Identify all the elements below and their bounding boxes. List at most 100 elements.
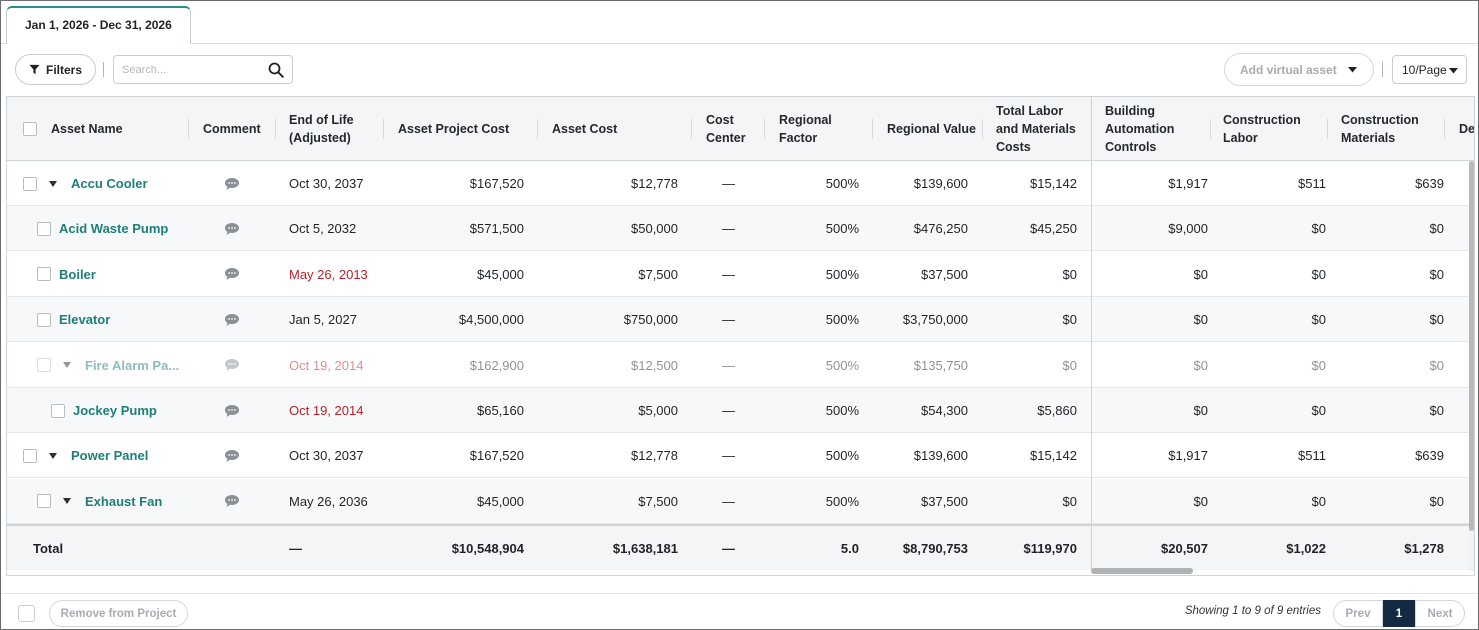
construction-materials: $639 (1415, 448, 1444, 464)
asset-name-link[interactable]: Acid Waste Pump (59, 221, 169, 237)
expand-toggle[interactable] (63, 479, 71, 524)
end-of-life-date: Oct 5, 2032 (289, 221, 357, 237)
expand-toggle[interactable] (49, 433, 57, 478)
comment-icon[interactable] (224, 358, 240, 372)
prev-page-button[interactable]: Prev (1333, 600, 1383, 627)
total-eol: — (289, 540, 302, 556)
per-page-select[interactable]: 10/Page (1392, 55, 1467, 84)
asset-cost: $750,000 (623, 312, 678, 328)
row-checkbox[interactable] (37, 221, 51, 236)
regional-factor: 500% (825, 403, 859, 418)
building-automation-controls: $0 (1193, 312, 1208, 328)
comment-icon[interactable] (224, 313, 240, 327)
total-labor-materials: $15,142 (1030, 448, 1077, 464)
cost-center: — (722, 266, 735, 282)
row-checkbox[interactable] (37, 267, 51, 282)
table-row[interactable]: Jockey Pump Oct 19, 2014 $65,160 $5,000 — 500… (7, 388, 1474, 433)
asset-name-link[interactable]: Fire Alarm Pa... (85, 357, 180, 373)
footer-select-checkbox[interactable] (18, 605, 35, 622)
regional-value: $3,750,000 (902, 312, 968, 328)
column-divider (383, 119, 384, 139)
table-row[interactable]: Acid Waste Pump Oct 5, 2032 $571,500 $50,00… (7, 206, 1474, 252)
total-construction-labor: $1,022 (1286, 540, 1326, 556)
column-header[interactable]: Regional Value (887, 121, 976, 136)
column-header[interactable]: Regional Factor (779, 112, 832, 145)
table-row[interactable]: Boiler May 26, 2013 $45,000 $7,500 — 500% $37,… (7, 252, 1474, 297)
row-checkbox[interactable] (51, 403, 65, 418)
row-checkbox[interactable] (37, 358, 51, 373)
column-header[interactable]: Building Automation Controls (1105, 103, 1175, 154)
total-bac: $20,507 (1161, 540, 1208, 556)
total-labor-materials: $119,970 (1023, 540, 1077, 556)
cost-center: — (722, 357, 735, 373)
end-of-life-date: May 26, 2036 (289, 493, 368, 509)
comment-icon[interactable] (224, 449, 240, 463)
table-row[interactable]: Accu Cooler Oct 30, 2037 $167,520 $12,778 — 5… (7, 161, 1474, 206)
expand-toggle[interactable] (49, 161, 57, 206)
column-header[interactable]: Construction Labor (1223, 112, 1301, 145)
cost-center: — (722, 448, 735, 464)
table-row[interactable]: Exhaust Fan May 26, 2036 $45,000 $7,500 — 500… (7, 478, 1474, 524)
column-header[interactable]: Construction Materials (1341, 112, 1419, 145)
building-automation-controls: $1,917 (1168, 448, 1208, 464)
column-header[interactable]: Asset Project Cost (398, 121, 510, 136)
horizontal-scrollbar-thumb[interactable] (1091, 568, 1193, 574)
tab-date-range[interactable]: Jan 1, 2026 - Dec 31, 2026 (6, 6, 191, 44)
asset-name-link[interactable]: Accu Cooler (71, 176, 148, 191)
column-divider (872, 119, 873, 139)
row-select-cell (37, 206, 51, 251)
select-all-checkbox[interactable] (23, 121, 37, 136)
column-header[interactable]: Total Labor and Materials Costs (996, 103, 1076, 154)
add-virtual-asset-button[interactable]: Add virtual asset (1224, 53, 1374, 86)
row-checkbox[interactable] (23, 448, 37, 463)
column-header[interactable]: Comment (203, 121, 261, 136)
remove-from-project-button[interactable]: Remove from Project (49, 600, 188, 627)
filters-button[interactable]: Filters (15, 54, 96, 85)
column-divider (982, 119, 983, 139)
column-header[interactable]: De (1459, 121, 1475, 136)
regional-factor: 500% (825, 448, 859, 464)
column-header[interactable]: End of Life (Adjusted) (289, 112, 354, 145)
vertical-scrollbar-thumb[interactable] (1469, 161, 1474, 531)
total-labor-materials: $15,142 (1030, 176, 1077, 191)
page-number-button[interactable]: 1 (1383, 600, 1415, 627)
comment-icon[interactable] (224, 267, 240, 281)
asset-name-link[interactable]: Jockey Pump (73, 403, 157, 418)
total-labor-materials: $0 (1062, 266, 1077, 282)
comment-cell (224, 479, 240, 524)
regional-factor: 500% (825, 176, 859, 191)
row-checkbox[interactable] (23, 176, 37, 191)
search-icon[interactable] (268, 62, 284, 78)
construction-materials: $0 (1429, 493, 1444, 509)
expand-triangle-icon (63, 498, 71, 505)
vertical-scrollbar[interactable] (1469, 161, 1474, 571)
asset-name-link[interactable]: Elevator (59, 312, 111, 328)
comment-icon[interactable] (224, 494, 240, 508)
comment-icon[interactable] (224, 177, 240, 191)
column-divider (188, 119, 189, 139)
asset-name-link[interactable]: Exhaust Fan (85, 493, 163, 509)
table-row[interactable]: Elevator Jan 5, 2027 $4,500,000 $750,000 — 50… (7, 297, 1474, 343)
row-checkbox[interactable] (37, 494, 51, 509)
expand-triangle-icon (63, 362, 71, 369)
next-page-button[interactable]: Next (1415, 600, 1465, 627)
expand-toggle[interactable] (63, 343, 71, 388)
asset-name-link[interactable]: Power Panel (71, 448, 149, 464)
column-header[interactable]: Asset Cost (552, 121, 618, 136)
construction-labor: $0 (1311, 357, 1326, 373)
comment-icon[interactable] (224, 222, 240, 236)
column-header[interactable]: Cost Center (706, 112, 746, 145)
comment-cell (224, 433, 240, 478)
comment-icon[interactable] (224, 404, 240, 418)
table-row[interactable]: Fire Alarm Pa... Oct 19, 2014 $162,900 $12,… (7, 343, 1474, 388)
end-of-life-date: Oct 19, 2014 (289, 403, 364, 418)
pagination: Prev 1 Next (1333, 600, 1465, 627)
table-row[interactable]: Power Panel Oct 30, 2037 $167,520 $12,778 — 5… (7, 433, 1474, 479)
column-header[interactable]: Asset Name (51, 121, 123, 136)
asset-name-link[interactable]: Boiler (59, 266, 96, 282)
search-input[interactable] (122, 62, 262, 78)
cost-center: — (722, 312, 735, 328)
filters-label: Filters (45, 62, 82, 77)
row-checkbox[interactable] (37, 312, 51, 327)
